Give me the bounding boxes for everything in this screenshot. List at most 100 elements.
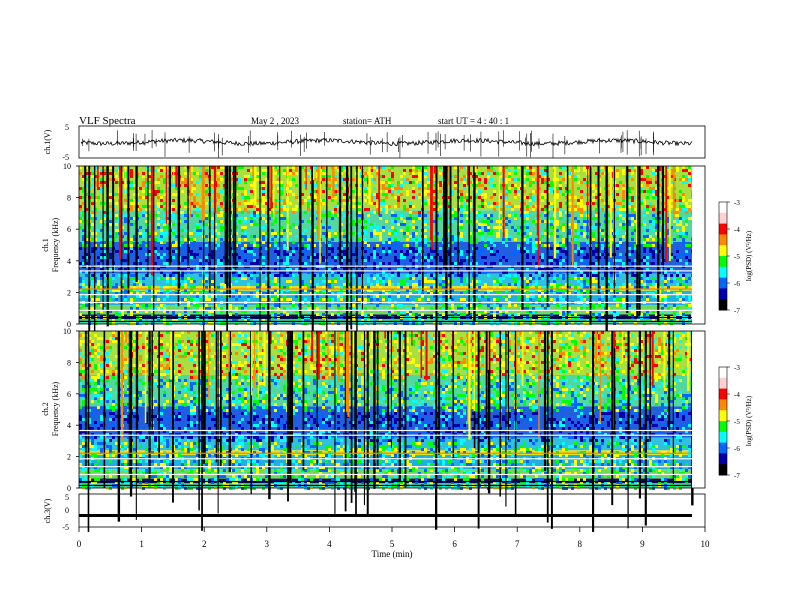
spectrogram-cell bbox=[370, 226, 373, 229]
spectrogram-cell bbox=[643, 283, 646, 286]
spectrogram-cell bbox=[244, 307, 247, 310]
spectrogram-cell bbox=[280, 289, 283, 292]
spectrogram-cell bbox=[514, 283, 517, 286]
spectrogram-cell bbox=[649, 280, 652, 283]
spectrogram-cell bbox=[91, 280, 94, 283]
spectrogram-cell bbox=[628, 205, 631, 208]
spectrogram-cell bbox=[403, 283, 406, 286]
spectrogram-cell bbox=[631, 232, 634, 235]
spectrogram-cell bbox=[424, 202, 427, 205]
spectrogram-cell bbox=[559, 235, 562, 238]
spectrogram-cell bbox=[217, 232, 220, 235]
spectrogram-cell bbox=[418, 286, 421, 289]
spectrogram-cell bbox=[343, 196, 346, 199]
spectrogram-cell bbox=[427, 295, 430, 298]
spectrogram-streak bbox=[589, 166, 592, 325]
spectrogram-cell bbox=[679, 208, 682, 211]
spectrogram-cell bbox=[271, 187, 274, 190]
spectrogram-cell bbox=[313, 244, 316, 247]
spectrogram-cell bbox=[235, 226, 238, 229]
spectrogram-cell bbox=[583, 286, 586, 289]
spectrogram-cell bbox=[478, 268, 481, 271]
spectrogram-cell bbox=[379, 199, 382, 202]
spectrogram-cell bbox=[376, 211, 379, 214]
spectrogram-cell bbox=[505, 202, 508, 205]
spectrogram-cell bbox=[409, 181, 412, 184]
spectrogram-cell bbox=[559, 304, 562, 307]
spectrogram-cell bbox=[532, 205, 535, 208]
spectrogram-cell bbox=[508, 322, 511, 325]
spectrogram-cell bbox=[100, 241, 103, 244]
spectrogram-cell bbox=[262, 172, 265, 175]
spectrogram-cell bbox=[634, 229, 637, 232]
spectrogram-cell bbox=[424, 277, 427, 280]
spectrogram-cell bbox=[592, 253, 595, 256]
spectrogram-cell bbox=[319, 322, 322, 325]
spectrogram-cell bbox=[595, 190, 598, 193]
spectrogram-cell bbox=[223, 187, 226, 190]
spectrogram-cell bbox=[580, 277, 583, 280]
spectrogram-cell bbox=[481, 202, 484, 205]
spectrogram-cell bbox=[295, 247, 298, 250]
spectrogram-cell bbox=[307, 196, 310, 199]
spectrogram-cell bbox=[340, 298, 343, 301]
spectrogram-cell bbox=[322, 232, 325, 235]
spectrogram-cell bbox=[382, 193, 385, 196]
spectrogram-cell bbox=[388, 229, 391, 232]
spectrogram-cell bbox=[397, 274, 400, 277]
spectrogram-cell bbox=[547, 274, 550, 277]
spectrogram-cell bbox=[643, 235, 646, 238]
spectrogram-cell bbox=[151, 310, 154, 313]
spectrogram-cell bbox=[115, 322, 118, 325]
spectrogram-cell bbox=[388, 178, 391, 181]
spectrogram-cell bbox=[433, 199, 436, 202]
spectrogram-cell bbox=[448, 202, 451, 205]
spectrogram-cell bbox=[469, 235, 472, 238]
spectrogram-cell bbox=[523, 289, 526, 292]
spectrogram-cell bbox=[394, 322, 397, 325]
spectrogram-cell bbox=[109, 277, 112, 280]
spectrogram-cell bbox=[232, 277, 235, 280]
spectrogram-cell bbox=[235, 208, 238, 211]
spectrogram-cell bbox=[592, 304, 595, 307]
spectrogram-cell bbox=[559, 184, 562, 187]
spectrogram-cell bbox=[601, 235, 604, 238]
spectrogram-cell bbox=[598, 310, 601, 313]
spectrogram-cell bbox=[265, 199, 268, 202]
spectrogram-cell bbox=[91, 193, 94, 196]
spectrogram-band bbox=[79, 286, 692, 291]
spectrogram-cell bbox=[277, 274, 280, 277]
spectrogram-cell bbox=[181, 283, 184, 286]
spectrogram-cell bbox=[388, 247, 391, 250]
spectrogram-cell bbox=[181, 268, 184, 271]
spectrogram-cell bbox=[400, 268, 403, 271]
spectrogram-cell bbox=[370, 178, 373, 181]
spectrogram-cell bbox=[205, 274, 208, 277]
spectrogram-cell bbox=[304, 268, 307, 271]
spectrogram-cell bbox=[562, 286, 565, 289]
spectrogram-cell bbox=[544, 322, 547, 325]
spectrogram-cell bbox=[496, 283, 499, 286]
spectrogram-cell bbox=[367, 268, 370, 271]
spectrogram-cell bbox=[334, 232, 337, 235]
spectrogram-cell bbox=[172, 313, 175, 316]
spectrogram-cell bbox=[97, 292, 100, 295]
spectrogram-cell bbox=[577, 277, 580, 280]
spectrogram-cell bbox=[514, 304, 517, 307]
spectrogram-cell bbox=[544, 193, 547, 196]
spectrogram-streak bbox=[279, 166, 281, 308]
spectrogram-cell bbox=[484, 181, 487, 184]
spectrogram-cell bbox=[319, 298, 322, 301]
spectrogram-cell bbox=[559, 259, 562, 262]
spectrogram-cell bbox=[406, 250, 409, 253]
spectrogram-cell bbox=[394, 244, 397, 247]
spectrogram-cell bbox=[418, 238, 421, 241]
spectrogram-cell bbox=[160, 259, 163, 262]
spectrogram-cell bbox=[205, 310, 208, 313]
spectrogram-cell bbox=[103, 202, 106, 205]
spectrogram-cell bbox=[274, 298, 277, 301]
spectrogram-cell bbox=[313, 277, 316, 280]
spectrogram-cell bbox=[163, 250, 166, 253]
spectrogram-streak bbox=[553, 166, 557, 259]
spectrogram-cell bbox=[313, 250, 316, 253]
